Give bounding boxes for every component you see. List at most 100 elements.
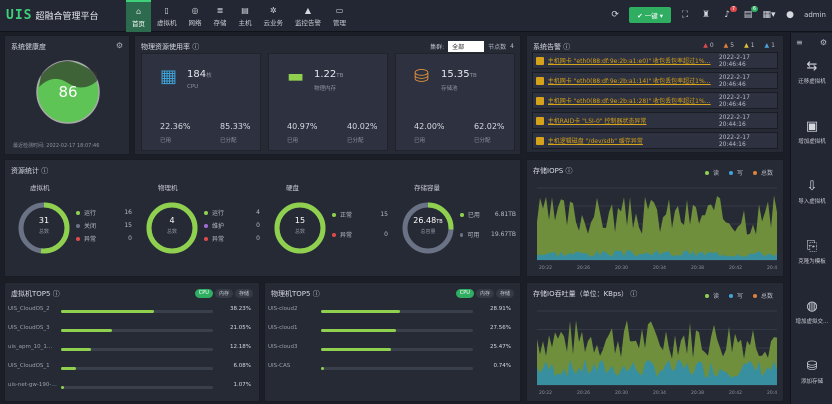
sidebar-action[interactable]: ⇩ 导入虚拟机	[791, 179, 832, 205]
stat-legend-item: 可用 19.67TB	[460, 230, 516, 239]
sidebar-action[interactable]: ⎘ 克隆为模板	[791, 239, 832, 265]
host-top5-title: 物理机TOP5 ⓘ	[271, 290, 320, 298]
logo: UIS	[6, 8, 33, 23]
nav-item-5[interactable]: ✲ 云业务	[258, 0, 290, 32]
tab-2[interactable]: 存储	[234, 289, 253, 298]
nav-item-3[interactable]: ≣ 存储	[208, 0, 233, 32]
settings-icon[interactable]: ⚙	[819, 38, 827, 47]
bell-icon[interactable]: ♪ 7	[724, 6, 738, 20]
health-gauge	[36, 60, 100, 124]
chart-legend-item[interactable]: 总数	[752, 168, 773, 177]
top5-name[interactable]: UIS-cloud2	[268, 306, 298, 312]
gear-icon[interactable]: ⚙	[115, 41, 123, 50]
top5-value: 21.05%	[230, 325, 251, 331]
x-tick: 20:34	[653, 390, 666, 396]
top5-name[interactable]: UIS-CAS	[268, 363, 291, 369]
x-tick: 20:46	[767, 265, 777, 271]
top5-name[interactable]: UIS-cloud3	[268, 344, 298, 350]
stat-total: 31	[38, 216, 50, 225]
nav-item-7[interactable]: ▭ 管理	[327, 0, 352, 32]
donut-fill	[402, 202, 454, 254]
top5-bar-fill	[321, 310, 401, 313]
alarm-item[interactable]: 主机网卡 "eth0(88:df:9e:2b:a1:14)" 收包丢包率超过1%…	[532, 72, 778, 89]
sidebar-action-icon: ◍	[806, 299, 818, 314]
stat-legend-item: 异常 0	[204, 234, 260, 243]
alarm-count[interactable]: ▲ 1	[764, 42, 775, 49]
stat-group-title: 物理机	[158, 184, 178, 192]
host-top5-panel: 物理机TOP5 ⓘ CPU 内存 存储	[264, 282, 521, 402]
alarm-time: 2022-2-17 20:46:46	[718, 53, 750, 68]
top5-name[interactable]: UIS_CloudOS_1	[8, 363, 50, 369]
sidebar-action-label: 克隆为模板	[798, 259, 826, 265]
stat-total: 26.48TB	[413, 216, 443, 225]
alarm-item[interactable]: 主机RAID卡 "LSI-0" 控制器状态异常 2022-2-17 20:44:1…	[532, 112, 778, 129]
warning-icon	[536, 56, 544, 65]
chart-legend-item[interactable]: 写	[728, 291, 743, 300]
top5-bar	[321, 329, 473, 332]
nav-item-1[interactable]: ▯ 虚拟机	[151, 0, 183, 32]
alarm-text[interactable]: 主机逻辑磁盘 "/dev/sdb" 缓存异常	[547, 138, 643, 145]
stat-legend-item: 维护 0	[204, 221, 260, 230]
stat-total-label: 总数	[166, 229, 177, 235]
alarm-item[interactable]: 主机逻辑磁盘 "/dev/sdb" 缓存异常 2022-2-17 20:44:16	[532, 132, 778, 149]
alarm-count[interactable]: ▲ 0	[703, 42, 714, 49]
resource-card: ▦ 184核 CPU 22.36% 已用 85.33% 已分配	[141, 53, 261, 151]
task-icon[interactable]: ▤ 6	[743, 6, 759, 20]
cluster-select[interactable]: 全部	[448, 41, 485, 52]
iops-panel: 存储IOPS ⓘ 读写总数 20:22 20:26 20:30 20:34 20:38 2…	[526, 159, 784, 277]
tab-2[interactable]: 存储	[495, 289, 514, 298]
alarm-text[interactable]: 主机RAID卡 "LSI-0" 控制器状态异常	[547, 118, 647, 125]
x-tick: 20:30	[615, 390, 628, 396]
stats-title: 资源统计 ⓘ	[11, 167, 49, 175]
tab-1[interactable]: 内存	[475, 289, 494, 298]
quick-action-button[interactable]: ✔ 一键 ▾	[629, 7, 672, 23]
alarm-count[interactable]: ▲ 1	[744, 42, 755, 49]
alarm-text[interactable]: 主机网卡 "eth0(88:df:9e:2b:a1:28)" 收包丢包率超过1%…	[547, 98, 711, 105]
write-area	[537, 250, 777, 260]
tab-0[interactable]: CPU	[455, 289, 474, 298]
chart-legend-item[interactable]: 总数	[752, 291, 773, 300]
sidebar-action[interactable]: ▣ 增加虚拟机	[791, 119, 832, 145]
sidebar-action[interactable]: ◍ 增加虚拟交…	[791, 299, 832, 325]
x-tick: 20:42	[729, 390, 742, 396]
legend-dot	[460, 212, 464, 217]
legend-dot	[204, 210, 208, 215]
alarm-text[interactable]: 主机网卡 "eth0(88:df:9e:2b:a1:14)" 收包丢包率超过1%…	[547, 78, 711, 85]
sidebar-action[interactable]: ⛁ 添加存储	[791, 359, 832, 385]
alarm-time: 2022-2-17 20:44:16	[718, 133, 750, 148]
top5-name[interactable]: UIS_CloudOS_2	[8, 306, 50, 312]
throughput-panel: 存储IO吞吐量（单位：KBps） ⓘ 读写总数 20:22 20:26 20:30 2…	[526, 282, 784, 402]
username[interactable]: admin	[804, 11, 826, 19]
alarm-count[interactable]: ▲ 5	[723, 42, 735, 49]
top5-name[interactable]: uis_apm_10_1…	[8, 344, 53, 350]
alarm-text[interactable]: 主机网卡 "eth0(88:df:9e:2b:a1:e0)" 收包丢包率超过1%…	[547, 58, 711, 65]
nav-item-0[interactable]: ⌂ 首页	[126, 0, 151, 32]
alarm-item[interactable]: 主机网卡 "eth0(88:df:9e:2b:a1:e0)" 收包丢包率超过1%…	[532, 52, 778, 69]
shirt-icon[interactable]: ♜	[702, 10, 711, 20]
nav-item-6[interactable]: ▲ 监控告警	[289, 0, 327, 32]
alarm-time: 2022-2-17 20:44:16	[718, 113, 750, 128]
top5-value: 28.91%	[490, 306, 511, 312]
brand[interactable]: UIS 超融合管理平台	[6, 8, 99, 23]
sidebar-action-icon: ⎘	[806, 239, 818, 254]
stat-donut	[18, 202, 70, 254]
warning-icon	[536, 136, 544, 145]
top5-value: 38.23%	[230, 306, 251, 312]
sidebar-action[interactable]: ⇆ 迁移虚拟机	[791, 59, 832, 85]
alarm-item[interactable]: 主机网卡 "eth0(88:df:9e:2b:a1:28)" 收包丢包率超过1%…	[532, 92, 778, 109]
tab-0[interactable]: CPU	[194, 289, 213, 298]
nav-item-4[interactable]: ▤ 主机	[233, 0, 258, 32]
calendar-icon[interactable]: ▦▾	[762, 10, 776, 20]
refresh-icon[interactable]: ⟳	[611, 10, 619, 20]
chart-legend-item[interactable]: 写	[728, 168, 743, 177]
top5-name[interactable]: UIS-cloud1	[268, 325, 298, 331]
menu-icon[interactable]: ≡	[796, 38, 803, 47]
chart-legend-item[interactable]: 读	[704, 168, 719, 177]
top5-name[interactable]: uis-net-gw-190-…	[8, 382, 57, 388]
fullscreen-icon[interactable]: ⛶	[681, 10, 689, 20]
tab-1[interactable]: 内存	[214, 289, 233, 298]
top5-name[interactable]: UIS_CloudOS_3	[8, 325, 50, 331]
top-bar: UIS 超融合管理平台 ⌂ 首页 ▯ 虚拟机 ◎ 网络 ≣ 存储 ▤ 主机 ✲ 云业务 ▲ 监控告警 ▭ 管理…	[0, 0, 832, 32]
nav-item-2[interactable]: ◎ 网络	[183, 0, 208, 32]
chart-legend-item[interactable]: 读	[704, 291, 719, 300]
